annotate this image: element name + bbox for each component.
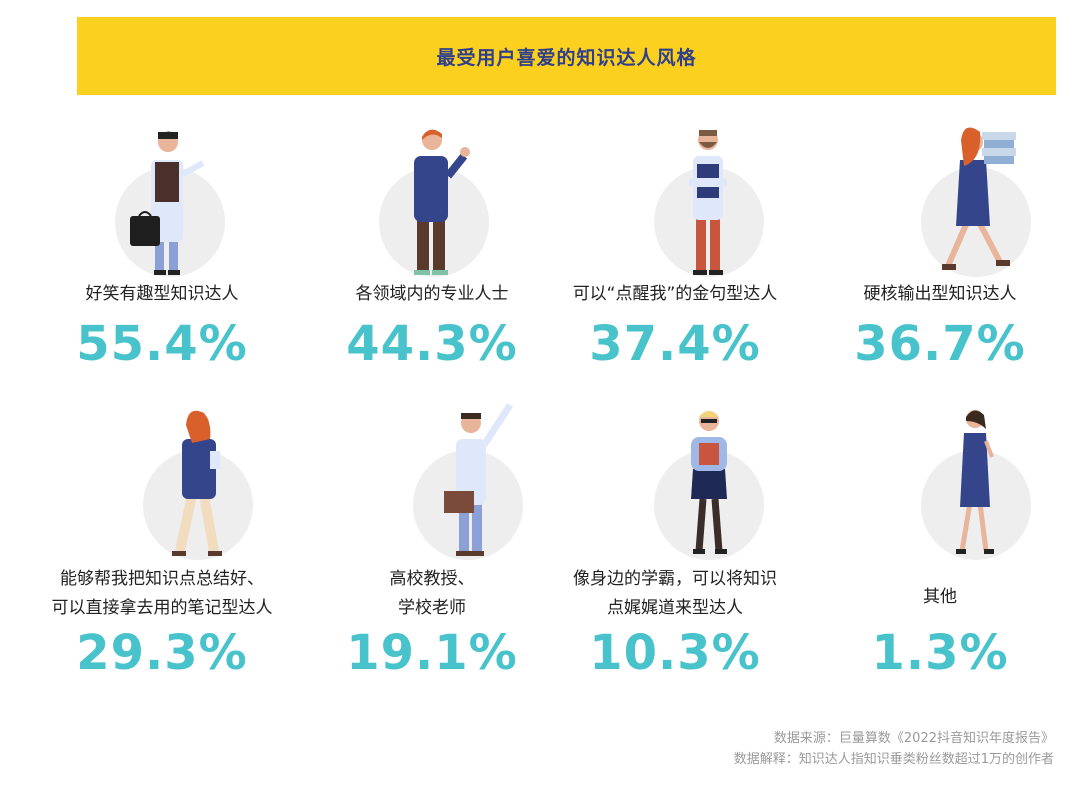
label-line: 其他 (923, 587, 957, 607)
persona-label-1: 好笑有趣型知识达人 (27, 280, 297, 309)
label-line: 硬核输出型知识达人 (863, 284, 1017, 304)
label-line: 高校教授、 (389, 569, 475, 589)
persona-label-2: 各领域内的专业人士 (297, 280, 567, 309)
persona-value-8: 1.3% (871, 625, 1009, 681)
data-source: 数据来源：巨量算数《2022抖音知识年度报告》 (773, 731, 1054, 746)
businessman-with-briefcase-icon (115, 131, 225, 277)
figure-2 (297, 120, 567, 280)
persona-value-1: 55.4% (76, 316, 248, 372)
label-line: 点娓娓道来型达人 (607, 598, 743, 618)
title-banner: 最受用户喜爱的知识达人风格 (77, 17, 1056, 95)
chart-title: 最受用户喜爱的知识达人风格 (436, 46, 697, 69)
woman-holding-book-icon (654, 411, 764, 560)
persona-value-7: 10.3% (589, 625, 761, 681)
persona-value-2: 44.3% (346, 316, 518, 372)
man-waving-with-book-icon (413, 403, 523, 560)
figure-5 (27, 403, 297, 563)
label-line: 像身边的学霸，可以将知识 (573, 569, 777, 589)
persona-value-4: 36.7% (854, 316, 1026, 372)
persona-label-5: 能够帮我把知识点总结好、 可以直接拿去用的笔记型达人 (27, 565, 297, 623)
persona-label-8: 其他 (805, 583, 1075, 612)
label-line: 各领域内的专业人士 (355, 284, 509, 304)
figure-3 (540, 120, 810, 280)
woman-carrying-books-icon (921, 127, 1031, 277)
persona-label-6: 高校教授、 学校老师 (297, 565, 567, 623)
label-line: 可以“点醒我”的金句型达人 (572, 284, 778, 304)
persona-value-6: 19.1% (346, 625, 518, 681)
label-line: 学校老师 (398, 598, 466, 618)
label-line: 可以直接拿去用的笔记型达人 (51, 598, 273, 618)
persona-label-4: 硬核输出型知识达人 (805, 280, 1075, 309)
figure-8 (805, 403, 1075, 563)
bearded-man-arms-crossed-icon (654, 130, 764, 277)
figure-1 (27, 120, 297, 280)
woman-on-phone-icon (143, 410, 253, 560)
woman-using-phone-icon (921, 410, 1031, 560)
footer: 数据来源：巨量算数《2022抖音知识年度报告》 数据解释：知识达人指知识垂类粉丝… (734, 728, 1054, 770)
figure-7 (540, 403, 810, 563)
figure-4 (805, 120, 1075, 280)
label-line: 能够帮我把知识点总结好、 (60, 569, 264, 589)
persona-value-3: 37.4% (589, 316, 761, 372)
label-line: 好笑有趣型知识达人 (85, 284, 239, 304)
data-note: 数据解释：知识达人指知识垂类粉丝数超过1万的创作者 (733, 752, 1054, 767)
figure-6 (297, 403, 567, 563)
persona-label-3: 可以“点醒我”的金句型达人 (540, 280, 810, 309)
persona-value-5: 29.3% (76, 625, 248, 681)
man-thumbs-up-icon (379, 129, 489, 277)
persona-label-7: 像身边的学霸，可以将知识 点娓娓道来型达人 (540, 565, 810, 623)
